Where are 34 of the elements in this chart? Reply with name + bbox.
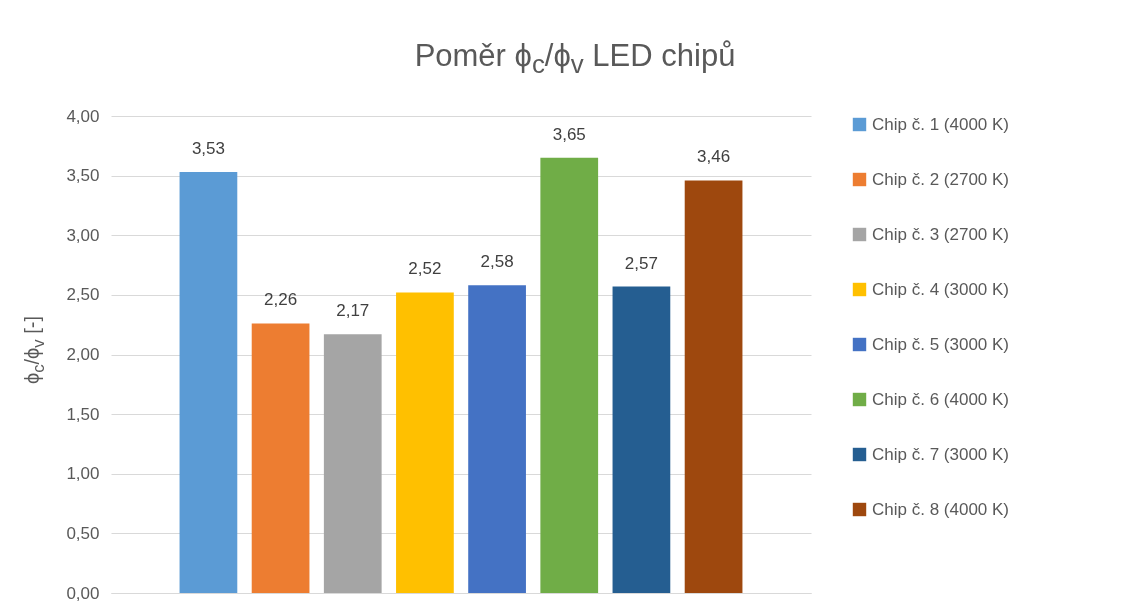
data-label: 3,46 xyxy=(697,147,731,167)
bar xyxy=(179,172,238,593)
legend-label: Chip č. 1 (4000 K) xyxy=(872,114,1010,134)
legend-label: Chip č. 4 (3000 K) xyxy=(872,279,1010,299)
legend-label: Chip č. 6 (4000 K) xyxy=(872,389,1010,409)
bar xyxy=(251,323,310,593)
y-tick-label: 1,00 xyxy=(66,464,100,484)
data-label: 2,52 xyxy=(408,259,442,279)
y-tick-label: 0,50 xyxy=(66,523,100,543)
y-tick-label: 4,00 xyxy=(66,106,100,126)
y-tick-label: 0,00 xyxy=(66,583,100,603)
y-tick-label: 3,50 xyxy=(66,166,100,186)
data-label: 2,58 xyxy=(480,252,514,272)
bar xyxy=(612,286,671,593)
bar xyxy=(323,334,382,593)
legend-label: Chip č. 8 (4000 K) xyxy=(872,499,1010,519)
y-tick-label: 1,50 xyxy=(66,404,100,424)
y-tick-label: 2,50 xyxy=(66,285,100,305)
data-label: 3,53 xyxy=(191,139,225,159)
chart-title: Poměr ϕ$_{c}$/ϕ$_{v}$ LED chipů xyxy=(413,38,737,80)
data-label: 2,57 xyxy=(624,253,658,273)
bar xyxy=(468,285,526,593)
data-label: 2,17 xyxy=(336,301,370,321)
data-label: 2,26 xyxy=(264,290,298,310)
legend-label: Chip č. 2 (2700 K) xyxy=(872,169,1010,189)
y-tick-label: 2,00 xyxy=(66,345,100,364)
y-tick-label: 3,00 xyxy=(66,225,100,245)
data-label: 3,65 xyxy=(552,124,586,144)
bar xyxy=(396,292,454,593)
legend-label: Chip č. 3 (2700 K) xyxy=(872,224,1010,244)
bar xyxy=(684,180,743,593)
legend-label: Chip č. 5 (3000 K) xyxy=(872,334,1010,354)
bar xyxy=(540,157,599,593)
legend-label: Chip č. 7 (3000 K) xyxy=(872,444,1010,464)
